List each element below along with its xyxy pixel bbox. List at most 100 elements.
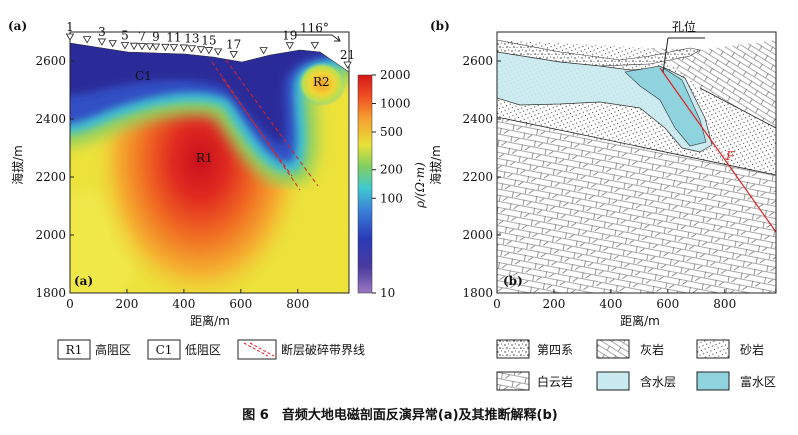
legend-text: 富水区 <box>740 374 776 389</box>
plot-frame-b <box>496 31 777 294</box>
legend-text: 白云岩 <box>537 374 573 389</box>
legend-text: 高阻区 <box>95 342 131 357</box>
station-label: 3 <box>98 25 106 39</box>
station <box>204 47 214 55</box>
colorbar <box>357 74 373 294</box>
station <box>145 43 154 51</box>
colorbar-tick-label: 500 <box>380 125 403 139</box>
station <box>229 51 238 59</box>
colorbar-label: ρ/(Ω·m) <box>413 162 427 209</box>
zone-label: C1 <box>135 69 152 83</box>
fault-label: F <box>725 149 735 163</box>
station-label: 19 <box>282 29 297 43</box>
legend-symbol: C1 <box>156 343 173 357</box>
legend-text: 第四系 <box>537 343 573 357</box>
y-axis-label: 海拔/m <box>10 145 25 185</box>
colorbar-tick-label: 2000 <box>380 68 411 82</box>
x-axis-label: 距离/m <box>620 313 660 328</box>
legend-text: 低阻区 <box>185 343 221 357</box>
legend-text: 含水层 <box>640 374 676 389</box>
station <box>97 38 107 46</box>
station <box>129 42 139 51</box>
y-tick-label: 2600 <box>35 54 66 68</box>
inner-label: (a) <box>74 274 93 288</box>
direction-arrow <box>295 34 341 42</box>
x-tick-label: 800 <box>286 297 309 311</box>
y-tick-label: 1800 <box>462 286 493 300</box>
station <box>65 33 75 41</box>
station-label: 7 <box>138 29 146 43</box>
y-tick-label: 2600 <box>462 54 493 68</box>
station-label: 17 <box>226 38 241 52</box>
legend-swatch <box>496 371 530 391</box>
x-tick-label: 200 <box>542 297 565 311</box>
station-label: 1 <box>66 20 74 34</box>
geologic-section <box>497 32 776 293</box>
colorbar-tick-label: 10 <box>380 286 395 300</box>
zone-label: R1 <box>196 151 213 165</box>
legend-text: 砂岩 <box>740 342 764 357</box>
station <box>259 47 268 55</box>
legend-text: 断层破碎带界线 <box>281 342 365 357</box>
station-label: 11 <box>166 31 181 45</box>
colorbar-tick-label: 200 <box>380 163 403 177</box>
terrain <box>69 42 350 73</box>
y-tick-label: 2000 <box>35 228 66 242</box>
colorbar-tick-label: 100 <box>380 191 403 205</box>
station <box>151 43 161 51</box>
legend-symbol: R1 <box>66 343 83 357</box>
legend-fault <box>243 342 275 357</box>
resistivity-map <box>70 43 349 293</box>
legend-swatch <box>496 339 530 359</box>
station-label: 5 <box>121 29 129 43</box>
station <box>187 45 197 53</box>
y-tick-label: 1800 <box>35 286 66 300</box>
station <box>343 61 352 69</box>
y-tick-label: 2200 <box>462 170 493 184</box>
y-tick-label: 2200 <box>35 170 66 184</box>
panel-label: (a) <box>8 19 27 33</box>
x-tick-label: 0 <box>493 297 501 311</box>
station-label: 21 <box>340 48 355 62</box>
borehole-line <box>662 37 705 73</box>
x-tick-label: 400 <box>599 297 622 311</box>
station <box>179 44 189 52</box>
y-tick-label: 2000 <box>462 228 493 242</box>
station <box>285 42 294 50</box>
station <box>137 43 147 51</box>
station <box>120 42 130 50</box>
x-tick-label: 200 <box>115 297 138 311</box>
legend-swatch <box>596 339 630 359</box>
legend-text: 灰岩 <box>640 342 664 357</box>
station <box>161 43 170 52</box>
y-tick-label: 2400 <box>35 112 66 126</box>
x-tick-label: 600 <box>656 297 679 311</box>
zone-label: R2 <box>313 75 330 89</box>
plot-frame-a <box>69 31 350 294</box>
caption: 图 6 音频大地电磁剖面反演异常(a)及其推断解释(b) <box>242 407 557 423</box>
borehole-label: 孔位 <box>672 19 696 34</box>
x-tick-label: 600 <box>229 297 252 311</box>
y-tick-label: 2400 <box>462 112 493 126</box>
colorbar-tick-label: 1000 <box>380 97 411 111</box>
station <box>82 36 92 44</box>
station <box>169 44 179 52</box>
y-axis-label: 海拔/m <box>428 145 443 185</box>
inner-label: (b) <box>503 274 523 288</box>
legend-box <box>147 339 181 360</box>
legend-box <box>237 339 277 360</box>
station <box>310 42 320 50</box>
station-label: 13 <box>184 32 199 46</box>
direction: 116° <box>300 21 329 35</box>
x-axis-label: 距离/m <box>190 313 230 328</box>
x-tick-label: 400 <box>172 297 195 311</box>
legend-box <box>57 339 91 360</box>
station-label: 9 <box>152 30 160 44</box>
legend-swatch <box>596 371 630 391</box>
station <box>213 48 223 56</box>
station-label: 15 <box>201 34 216 48</box>
x-tick-label: 800 <box>713 297 736 311</box>
panel-label: (b) <box>430 19 450 33</box>
station <box>108 40 117 48</box>
